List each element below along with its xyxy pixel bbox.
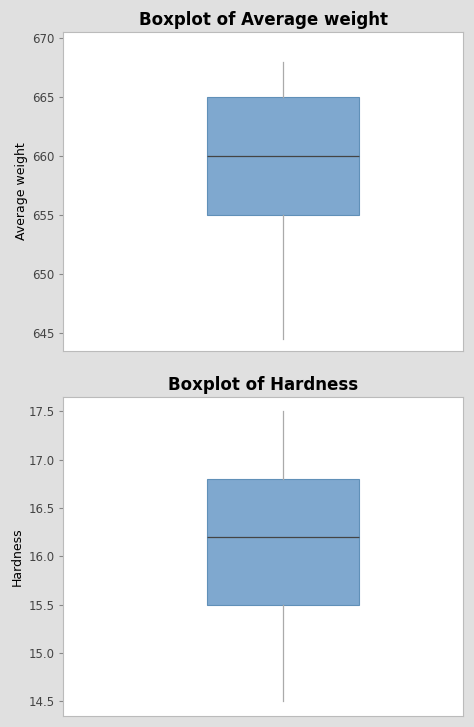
Y-axis label: Average weight: Average weight: [15, 142, 28, 241]
PathPatch shape: [207, 97, 359, 215]
PathPatch shape: [207, 479, 359, 605]
Title: Boxplot of Hardness: Boxplot of Hardness: [168, 376, 358, 394]
Title: Boxplot of Average weight: Boxplot of Average weight: [139, 11, 388, 29]
Y-axis label: Hardness: Hardness: [11, 527, 24, 586]
